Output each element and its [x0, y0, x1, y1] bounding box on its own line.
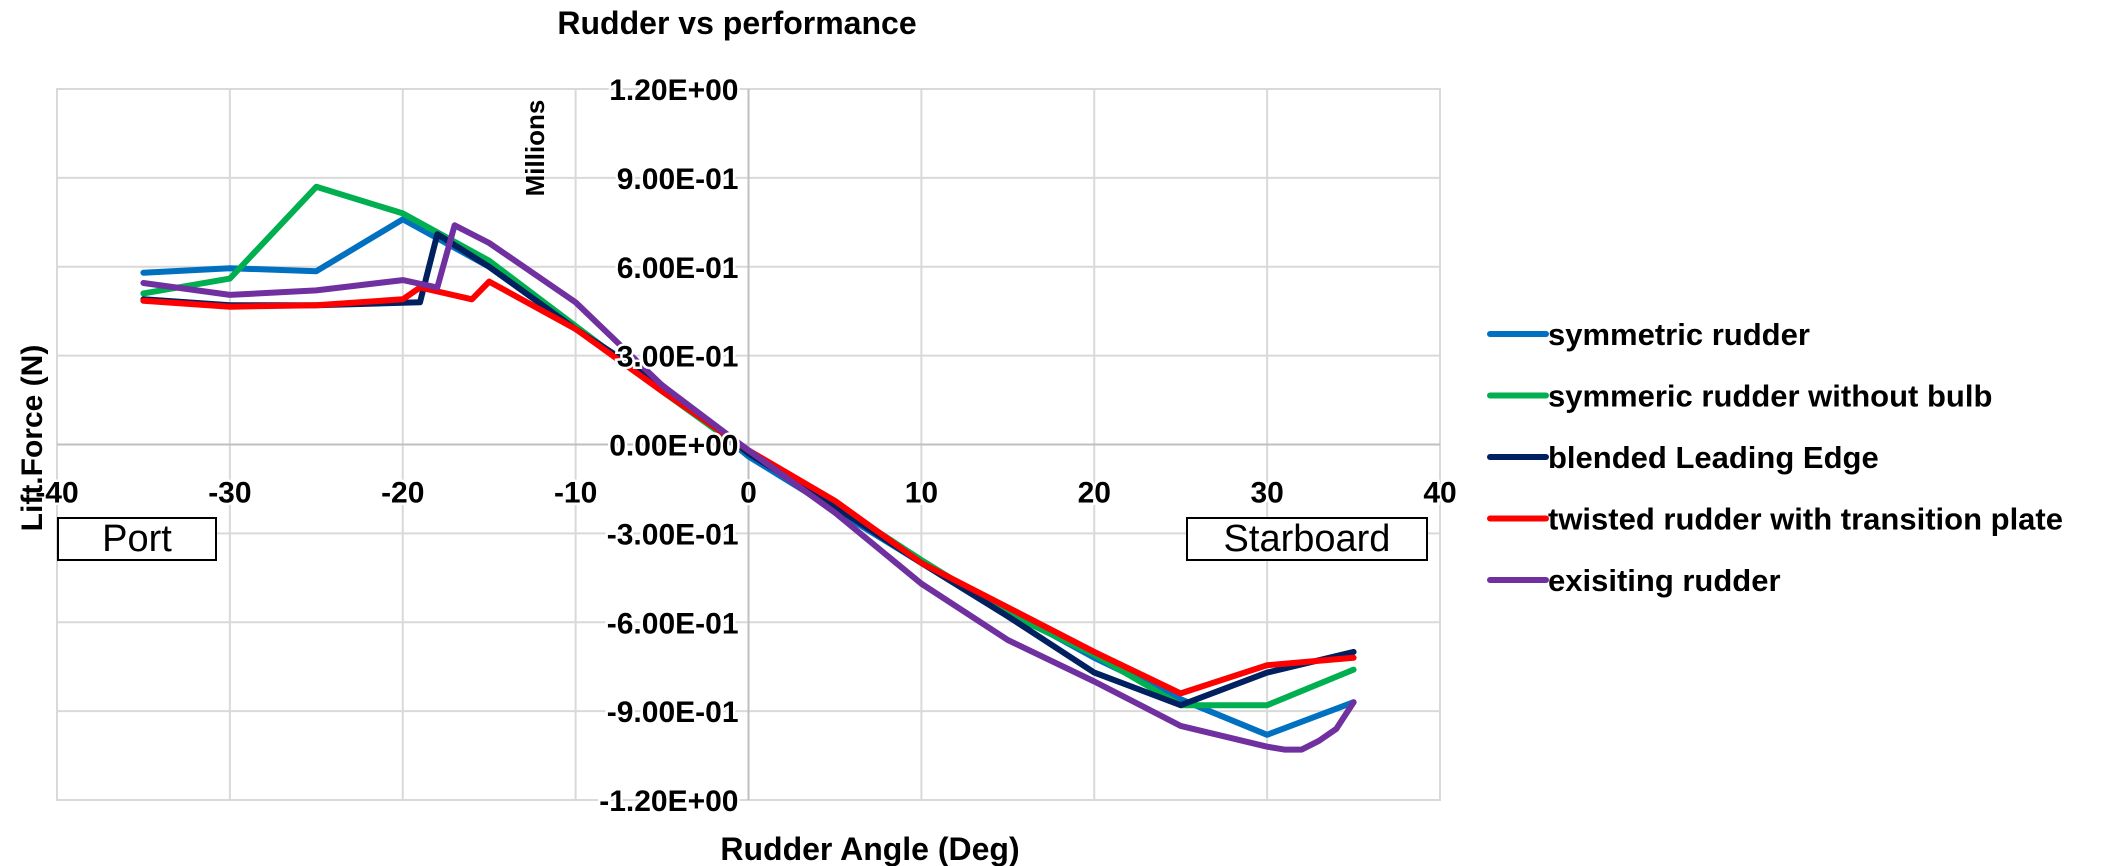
y-tick-label: -9.00E-01: [607, 696, 739, 729]
starboard-annotation: Starboard: [1224, 518, 1391, 560]
port-annotation: Port: [102, 518, 172, 560]
y-tick-label: 0.00E+00: [609, 430, 738, 463]
tick-labels: -40 -30 -20 -10 0 10 20 30 40 1.20E+00 9.00E-01 6.0…: [33, 72, 1459, 821]
legend-label-2: symmeric rudder without bulb: [1548, 379, 1992, 414]
x-axis-title: Rudder Angle (Deg): [720, 831, 1019, 866]
y-tick-label: 3.00E-01: [617, 341, 739, 374]
axes: [57, 89, 1440, 800]
legend-label-5: exisiting rudder: [1548, 563, 1781, 598]
legend-label-4: twisted rudder with transition plate: [1548, 502, 2063, 537]
y-tick-label: 6.00E-01: [617, 252, 739, 285]
series-line-4: [140, 278, 1357, 697]
series-lines: [140, 183, 1357, 753]
legend-label-1: symmetric rudder: [1548, 317, 1810, 352]
legend-label-3: blended Leading Edge: [1548, 440, 1879, 475]
x-tick-label: 0: [740, 477, 757, 510]
port-annotation-box: [57, 517, 217, 561]
y-tick-label: 9.00E-01: [617, 163, 739, 196]
x-tick-label: -10: [554, 477, 597, 510]
x-tick-label: 30: [1250, 477, 1283, 510]
x-tick-label: -20: [381, 477, 424, 510]
y-tick-label: 1.20E+00: [609, 74, 738, 107]
series-line-5: [140, 222, 1357, 753]
x-tick-label: -30: [208, 477, 251, 510]
y-tick-label: -1.20E+00: [599, 785, 738, 818]
y-tick-label: -3.00E-01: [607, 518, 739, 551]
starboard-annotation-box: [1186, 517, 1428, 561]
x-tick-label: 10: [905, 477, 938, 510]
legend: symmetric rudder symmeric rudder without …: [1487, 317, 2063, 598]
y-axis-title: Lift.Force (N): [16, 345, 49, 532]
y-axis-units-label: Millions: [520, 100, 550, 197]
y-tick-label: -6.00E-01: [607, 607, 739, 640]
x-tick-label: 40: [1423, 477, 1456, 510]
x-tick-label: 20: [1078, 477, 1111, 510]
chart-title: Rudder vs performance: [557, 5, 916, 41]
x-tick-label: -40: [35, 477, 78, 510]
